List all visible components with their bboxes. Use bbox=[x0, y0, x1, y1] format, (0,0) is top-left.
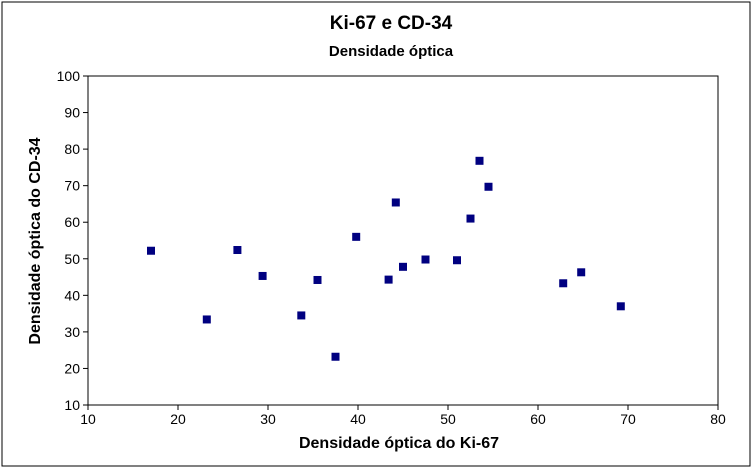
data-point bbox=[352, 232, 361, 241]
data-point bbox=[391, 198, 400, 207]
y-axis-label: Densidade óptica do CD-34 bbox=[27, 137, 44, 344]
chart-subtitle: Densidade óptica bbox=[329, 43, 454, 60]
data-point bbox=[297, 311, 306, 320]
x-tick-label: 30 bbox=[260, 411, 276, 427]
data-point bbox=[577, 268, 586, 277]
y-axis: 10 20 30 40 50 60 70 80 90 100 bbox=[57, 68, 88, 413]
chart-title: Ki-67 e CD-34 bbox=[330, 13, 453, 34]
y-tick-label: 30 bbox=[64, 324, 80, 340]
data-point bbox=[399, 262, 407, 271]
data-point bbox=[233, 246, 242, 255]
x-tick-label: 10 bbox=[80, 411, 96, 427]
data-point bbox=[331, 352, 340, 361]
data-point bbox=[202, 315, 211, 324]
data-points bbox=[147, 156, 625, 361]
y-tick-label: 50 bbox=[64, 251, 80, 267]
data-point bbox=[559, 279, 568, 288]
x-tick-label: 60 bbox=[530, 411, 546, 427]
y-tick-label: 60 bbox=[64, 214, 80, 230]
x-tick-label: 80 bbox=[710, 411, 726, 427]
data-point bbox=[466, 214, 475, 223]
x-tick-label: 40 bbox=[350, 411, 366, 427]
y-tick-label: 70 bbox=[64, 178, 80, 194]
x-axis: 10 20 30 40 50 60 70 80 bbox=[80, 405, 726, 427]
data-point bbox=[147, 246, 155, 255]
x-tick-label: 50 bbox=[440, 411, 456, 427]
y-tick-label: 20 bbox=[64, 360, 80, 376]
data-point bbox=[616, 302, 625, 311]
y-tick-label: 80 bbox=[64, 141, 80, 157]
data-point bbox=[258, 271, 267, 280]
y-tick-label: 40 bbox=[64, 287, 80, 303]
data-point bbox=[453, 256, 461, 265]
data-point bbox=[484, 182, 493, 191]
data-point bbox=[313, 275, 322, 284]
x-axis-label: Densidade óptica do Ki-67 bbox=[299, 435, 499, 452]
y-tick-label: 90 bbox=[64, 105, 80, 121]
x-tick-label: 70 bbox=[620, 411, 636, 427]
y-tick-label: 100 bbox=[57, 68, 81, 84]
data-point bbox=[475, 156, 484, 165]
data-point bbox=[384, 275, 393, 284]
data-point bbox=[421, 255, 430, 264]
x-tick-label: 20 bbox=[170, 411, 186, 427]
y-tick-label: 10 bbox=[64, 397, 80, 413]
plot-area bbox=[87, 75, 719, 406]
